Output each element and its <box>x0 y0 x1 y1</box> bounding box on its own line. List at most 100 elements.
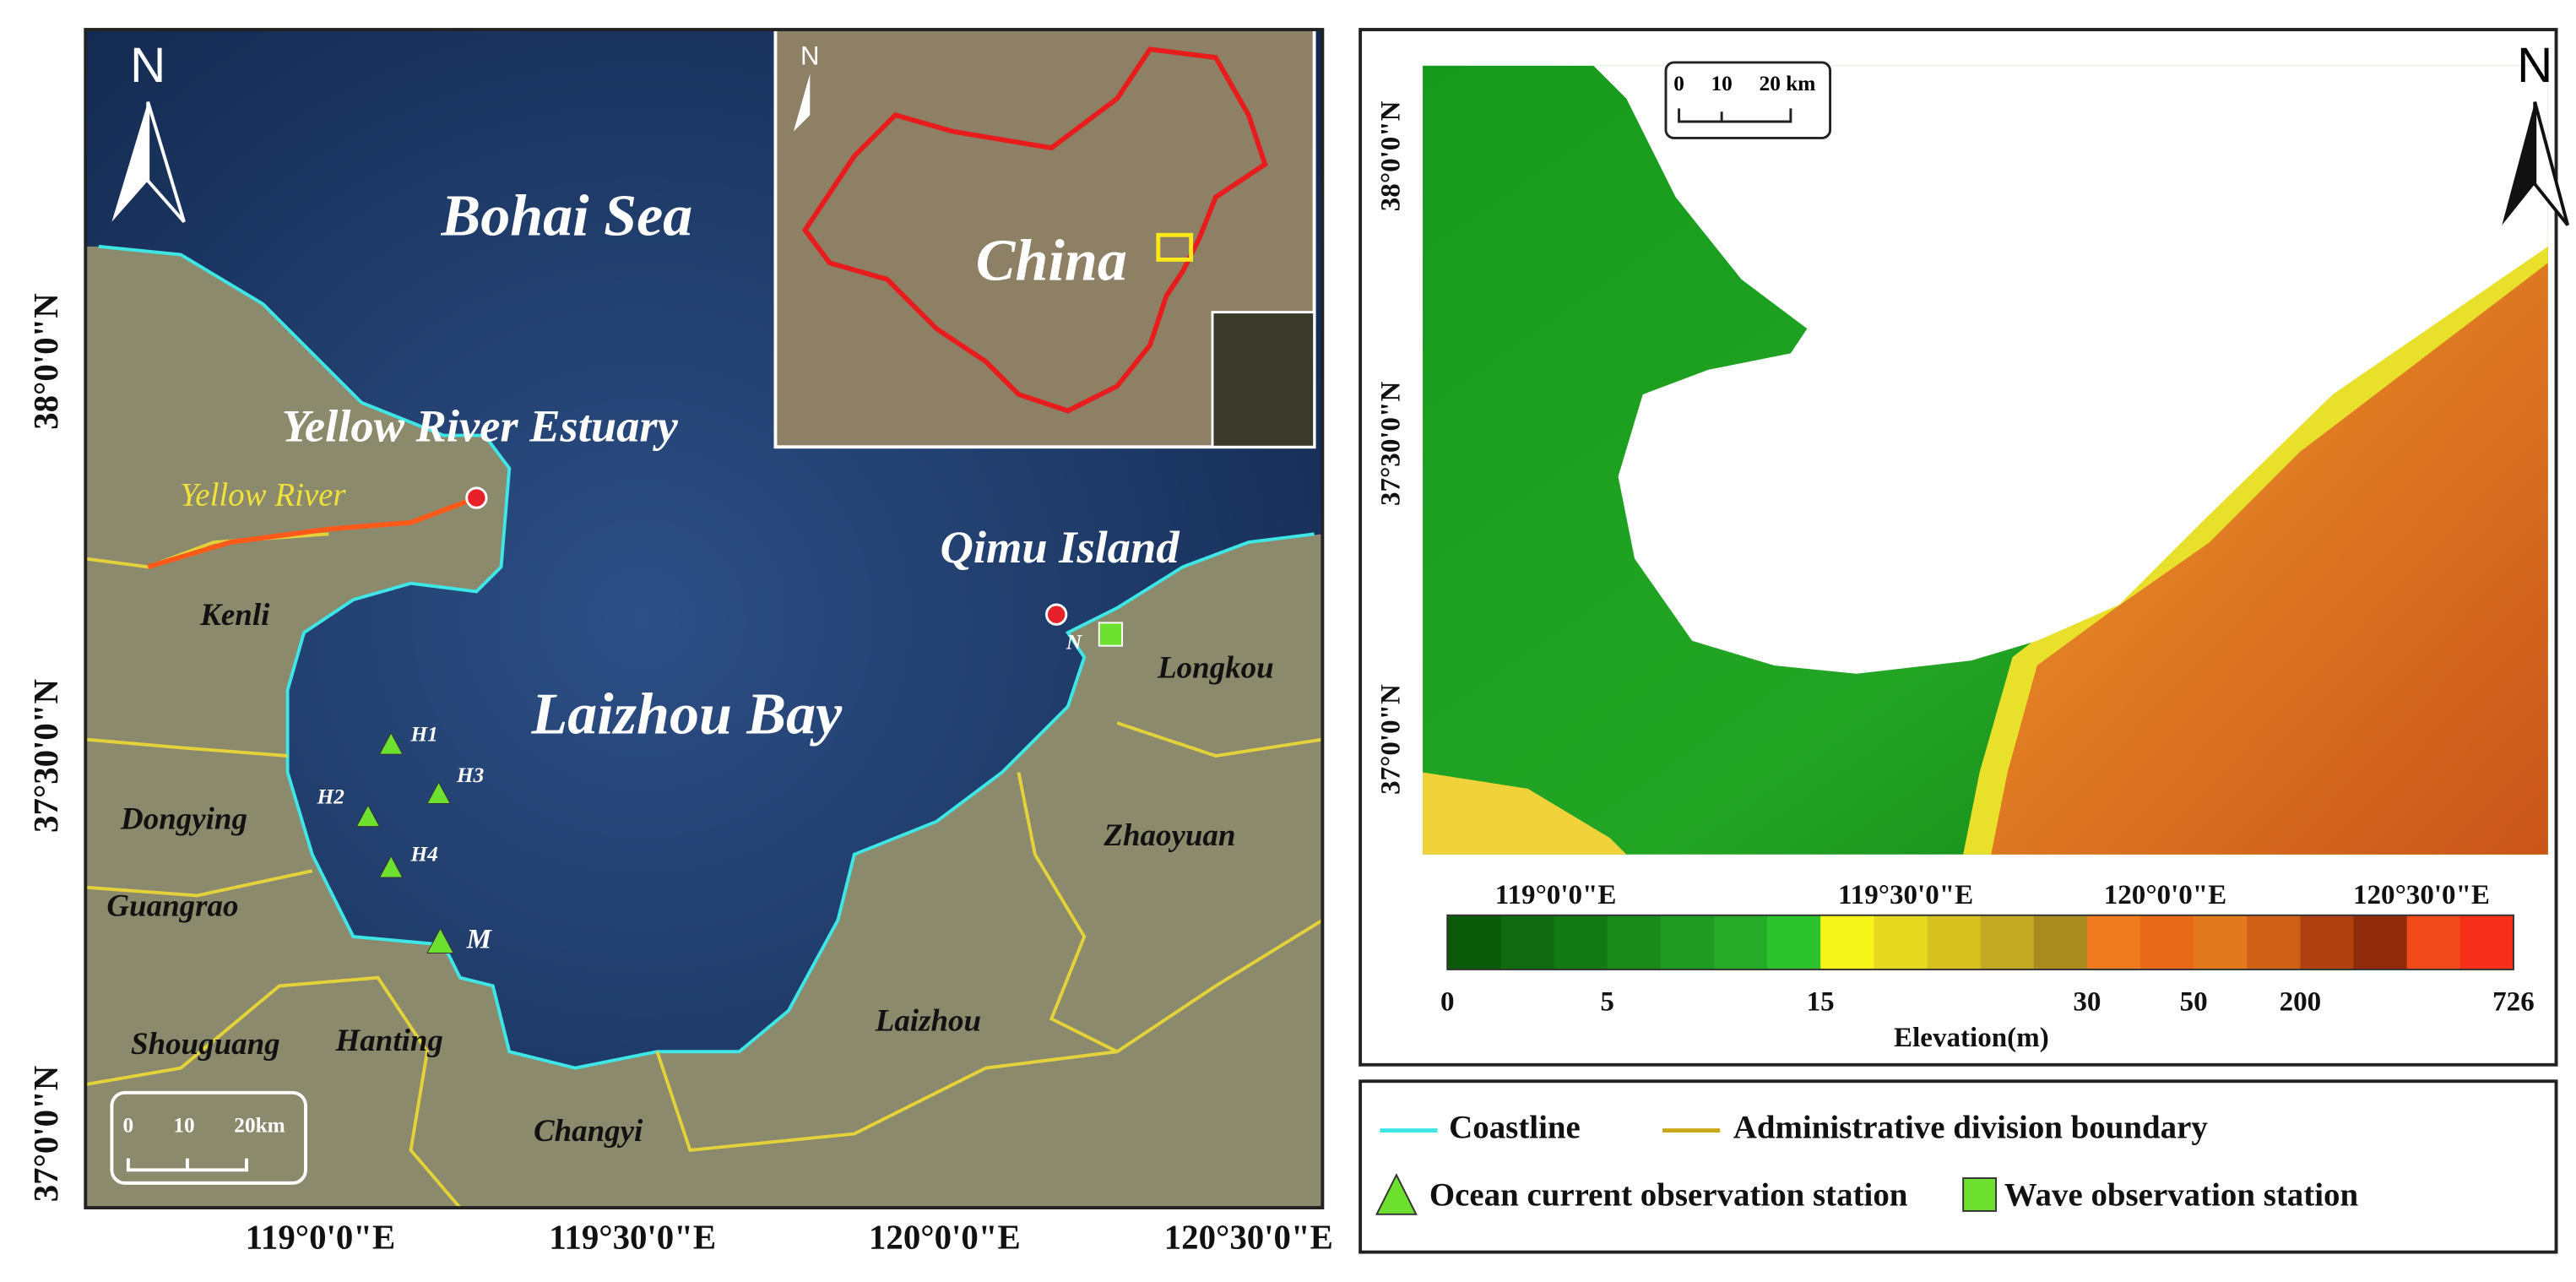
county-label: Hanting <box>335 1023 443 1057</box>
lon-label: 120°30'0"E <box>1164 1218 1333 1256</box>
north-arrow <box>146 101 186 223</box>
lat-label: 38°0'0"N <box>27 293 65 430</box>
scale-label: 0 <box>1673 72 1684 95</box>
county-label: Laizhou <box>875 1003 981 1038</box>
inset-label: China <box>976 228 1127 293</box>
lon-label: 120°30'0"E <box>2353 880 2490 910</box>
left-frame <box>84 28 1325 1210</box>
island-marker: N <box>1066 630 1083 654</box>
estuary-point <box>465 486 488 509</box>
south-sea-inset <box>1211 311 1316 448</box>
qimu-point <box>1045 603 1068 626</box>
boundary <box>1017 772 1119 1053</box>
county-label: Guangrao <box>106 888 238 922</box>
county-label: Changyi <box>534 1113 643 1148</box>
scale-bar <box>1678 108 1792 123</box>
north-arrow <box>2533 101 2570 226</box>
elevation-tick-label: 5 <box>1600 986 1614 1017</box>
station-label: H4 <box>410 842 438 866</box>
county-label: Zhaoyuan <box>1103 818 1235 852</box>
color-cell <box>2247 915 2301 970</box>
color-cell <box>2033 915 2088 970</box>
lat-label: 38°0'0"N <box>1376 100 1407 211</box>
legend-label: Coastline <box>1449 1110 1581 1146</box>
boundary <box>655 918 1324 1153</box>
legend-triangle <box>1375 1172 1418 1215</box>
north-arrow <box>111 101 149 222</box>
left-map: H1 H2 H3 H4 M N Bohai Sea Yellow River E… <box>27 28 1333 1256</box>
river-label: Yellow River <box>180 476 346 513</box>
dem-yellow-sw <box>1423 772 1627 855</box>
wave-station <box>1098 622 1123 647</box>
lat-label: 37°0'0"N <box>27 1066 65 1203</box>
color-cell <box>2300 915 2355 970</box>
color-cell <box>1767 915 1821 970</box>
scale-box <box>1664 61 1832 139</box>
lon-label: 120°0'0"E <box>869 1218 1021 1256</box>
color-cell <box>2459 915 2514 970</box>
color-cell <box>1554 915 1608 970</box>
color-cell <box>1660 915 1715 970</box>
county-label: Longkou <box>1157 649 1274 684</box>
lat-label: 37°30'0"N <box>27 679 65 833</box>
color-cell <box>2140 915 2194 970</box>
legend-label: Administrative division boundary <box>1733 1110 2209 1146</box>
scale-box <box>110 1090 307 1185</box>
scale-label: 10 <box>173 1114 194 1138</box>
color-cell <box>1927 915 1982 970</box>
color-cell <box>1447 915 1501 970</box>
color-cell <box>1713 915 1768 970</box>
boundary <box>1116 721 1323 758</box>
legend-label: Ocean current observation station <box>1429 1176 1908 1213</box>
north-label: N <box>2517 38 2552 93</box>
legend: Coastline Administrative division bounda… <box>1359 1079 2558 1254</box>
lat-label: 37°30'0"N <box>1376 382 1407 506</box>
boundary <box>85 869 313 898</box>
elevation-title: Elevation(m) <box>1894 1023 2049 1053</box>
elevation-tick-label: 200 <box>2280 986 2322 1017</box>
color-cell <box>2194 915 2248 970</box>
color-cell <box>2406 915 2461 970</box>
color-cell <box>2086 915 2141 970</box>
station <box>426 781 452 804</box>
county-label: Shouguang <box>131 1026 280 1061</box>
legend-square <box>1962 1177 1998 1212</box>
lon-label: 120°0'0"E <box>2104 880 2226 910</box>
boundary <box>85 737 288 758</box>
station-label: H2 <box>317 785 345 808</box>
station <box>378 731 404 755</box>
county-label: Dongying <box>120 801 247 835</box>
station <box>378 855 404 878</box>
legend-box <box>1359 1079 2558 1254</box>
sea-label: Bohai Sea <box>441 184 693 249</box>
right-map: 0 10 20 km N 38°0'0"N 37°30'0"N 37°0'0"N… <box>1359 28 2570 1067</box>
color-cell <box>1500 915 1555 970</box>
boundary <box>84 975 462 1209</box>
color-bar-frame <box>1446 914 2514 970</box>
color-bar: 0 5 15 30 50 200 726 <box>1440 914 2535 1017</box>
scale-label: 20 km <box>1760 72 1816 95</box>
elevation-tick-label: 726 <box>2492 986 2535 1017</box>
color-cell <box>1607 915 1662 970</box>
station-label: M <box>466 924 493 954</box>
estuary-label: Yellow River Estuary <box>282 399 679 451</box>
lon-label: 119°30'0"E <box>549 1218 716 1256</box>
inset-north: N <box>800 41 819 70</box>
elevation-tick-label: 50 <box>2180 986 2208 1017</box>
elevation-tick-label: 15 <box>1807 986 1835 1017</box>
lon-label: 119°0'0"E <box>246 1218 395 1256</box>
study-area-box <box>1156 232 1194 262</box>
land <box>85 246 1323 1209</box>
bay-label: Laizhou Bay <box>531 682 843 747</box>
dem-sea <box>1593 65 2548 674</box>
color-cell <box>1874 915 1928 970</box>
china-outline <box>801 46 1268 414</box>
station-label: H1 <box>410 722 438 746</box>
station <box>426 927 454 953</box>
color-cell <box>1820 915 1874 970</box>
scale-label: 0 <box>123 1114 134 1138</box>
elevation-tick-label: 30 <box>2073 986 2101 1017</box>
yellow-river <box>147 495 478 570</box>
lon-label: 119°30'0"E <box>1838 880 1973 910</box>
